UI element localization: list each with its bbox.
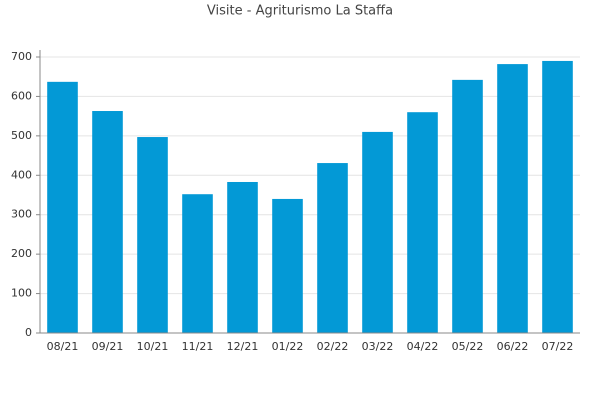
x-tick-label: 04/22 [407, 340, 439, 353]
x-tick-label: 01/22 [272, 340, 304, 353]
bar [452, 79, 483, 334]
x-tick-label: 10/21 [137, 340, 169, 353]
y-tick-label: 600 [11, 89, 32, 102]
bar [272, 198, 303, 333]
bar [137, 137, 168, 333]
x-tick-label: 09/21 [92, 340, 124, 353]
x-tick-label: 06/22 [497, 340, 529, 353]
y-tick-label: 100 [11, 287, 32, 300]
y-tick-label: 400 [11, 168, 32, 181]
bar [407, 112, 438, 333]
bar [497, 64, 528, 334]
y-tick-label: 700 [11, 50, 32, 63]
bar [542, 60, 573, 333]
chart-title: Visite - Agriturismo La Staffa [207, 4, 393, 19]
bar [47, 81, 78, 333]
y-tick-label: 500 [11, 129, 32, 142]
x-tick-label: 12/21 [227, 340, 259, 353]
bar [182, 194, 213, 333]
x-tick-label: 05/22 [452, 340, 484, 353]
x-tick-label: 02/22 [317, 340, 349, 353]
bar [317, 163, 348, 333]
bar [227, 181, 258, 333]
y-tick-label: 200 [11, 247, 32, 260]
bar [92, 111, 123, 333]
y-tick-label: 300 [11, 208, 32, 221]
y-tick-label: 0 [25, 326, 32, 339]
bar [362, 131, 393, 333]
x-tick-label: 08/21 [47, 340, 79, 353]
x-tick-label: 07/22 [542, 340, 574, 353]
x-tick-label: 11/21 [182, 340, 214, 353]
x-tick-label: 03/22 [362, 340, 394, 353]
